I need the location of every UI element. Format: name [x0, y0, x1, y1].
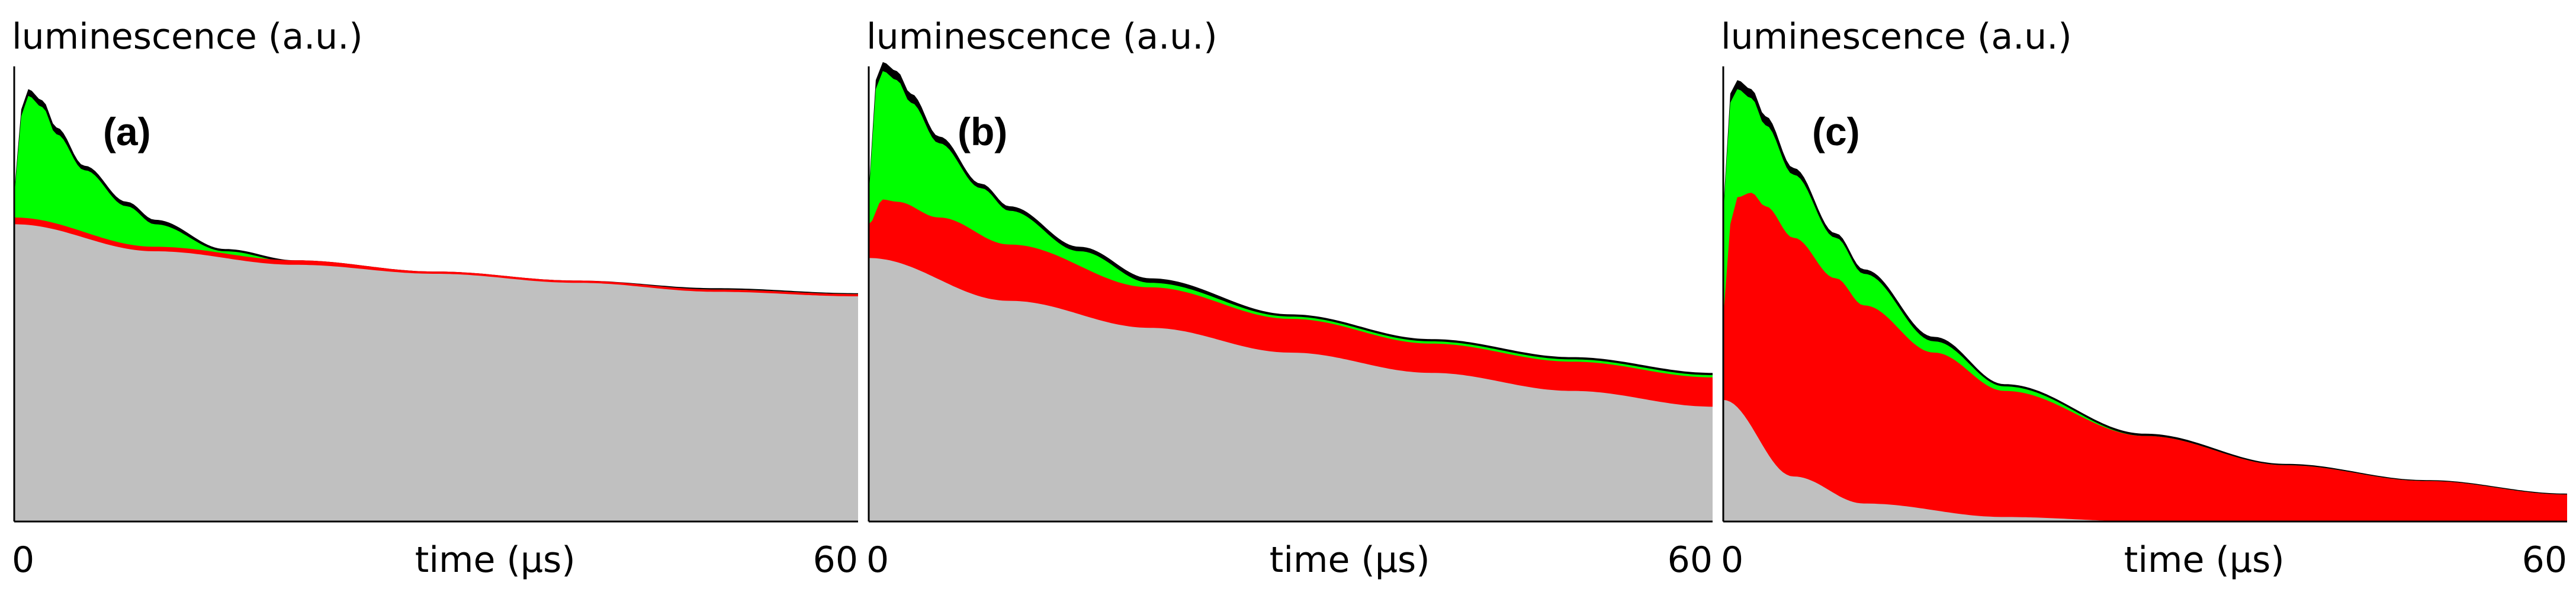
y-axis-label: luminescence (a.u.)	[12, 16, 363, 57]
panel-b: luminescence (a.u.) (b) 0 60 time (µs)	[866, 16, 1713, 581]
panel-a: luminescence (a.u.) (a) 0 60 time (µs)	[12, 16, 858, 581]
y-axis-label: luminescence (a.u.)	[866, 16, 1218, 57]
panel-label: (a)	[103, 110, 151, 153]
x-axis-label: time (µs)	[415, 539, 576, 581]
area-gray	[1723, 399, 2567, 522]
x-tick-label: 60	[2522, 539, 2567, 581]
x-tick-label: 0	[866, 539, 889, 581]
x-tick-label: 60	[813, 539, 858, 581]
area-red	[1723, 193, 2567, 522]
panel-c: luminescence (a.u.) (c) 0 60 time (µs)	[1721, 16, 2567, 581]
y-axis-label: luminescence (a.u.)	[1721, 16, 2072, 57]
x-tick-label: 60	[1668, 539, 1713, 581]
area-gray	[14, 224, 858, 522]
area-gray	[869, 258, 1713, 522]
panel-label: (c)	[1812, 110, 1860, 153]
x-axis-label: time (µs)	[2124, 539, 2285, 581]
panel-label: (b)	[958, 110, 1007, 153]
x-tick-label: 0	[1721, 539, 1743, 581]
x-tick-label: 0	[12, 539, 34, 581]
x-axis-label: time (µs)	[1270, 539, 1430, 581]
